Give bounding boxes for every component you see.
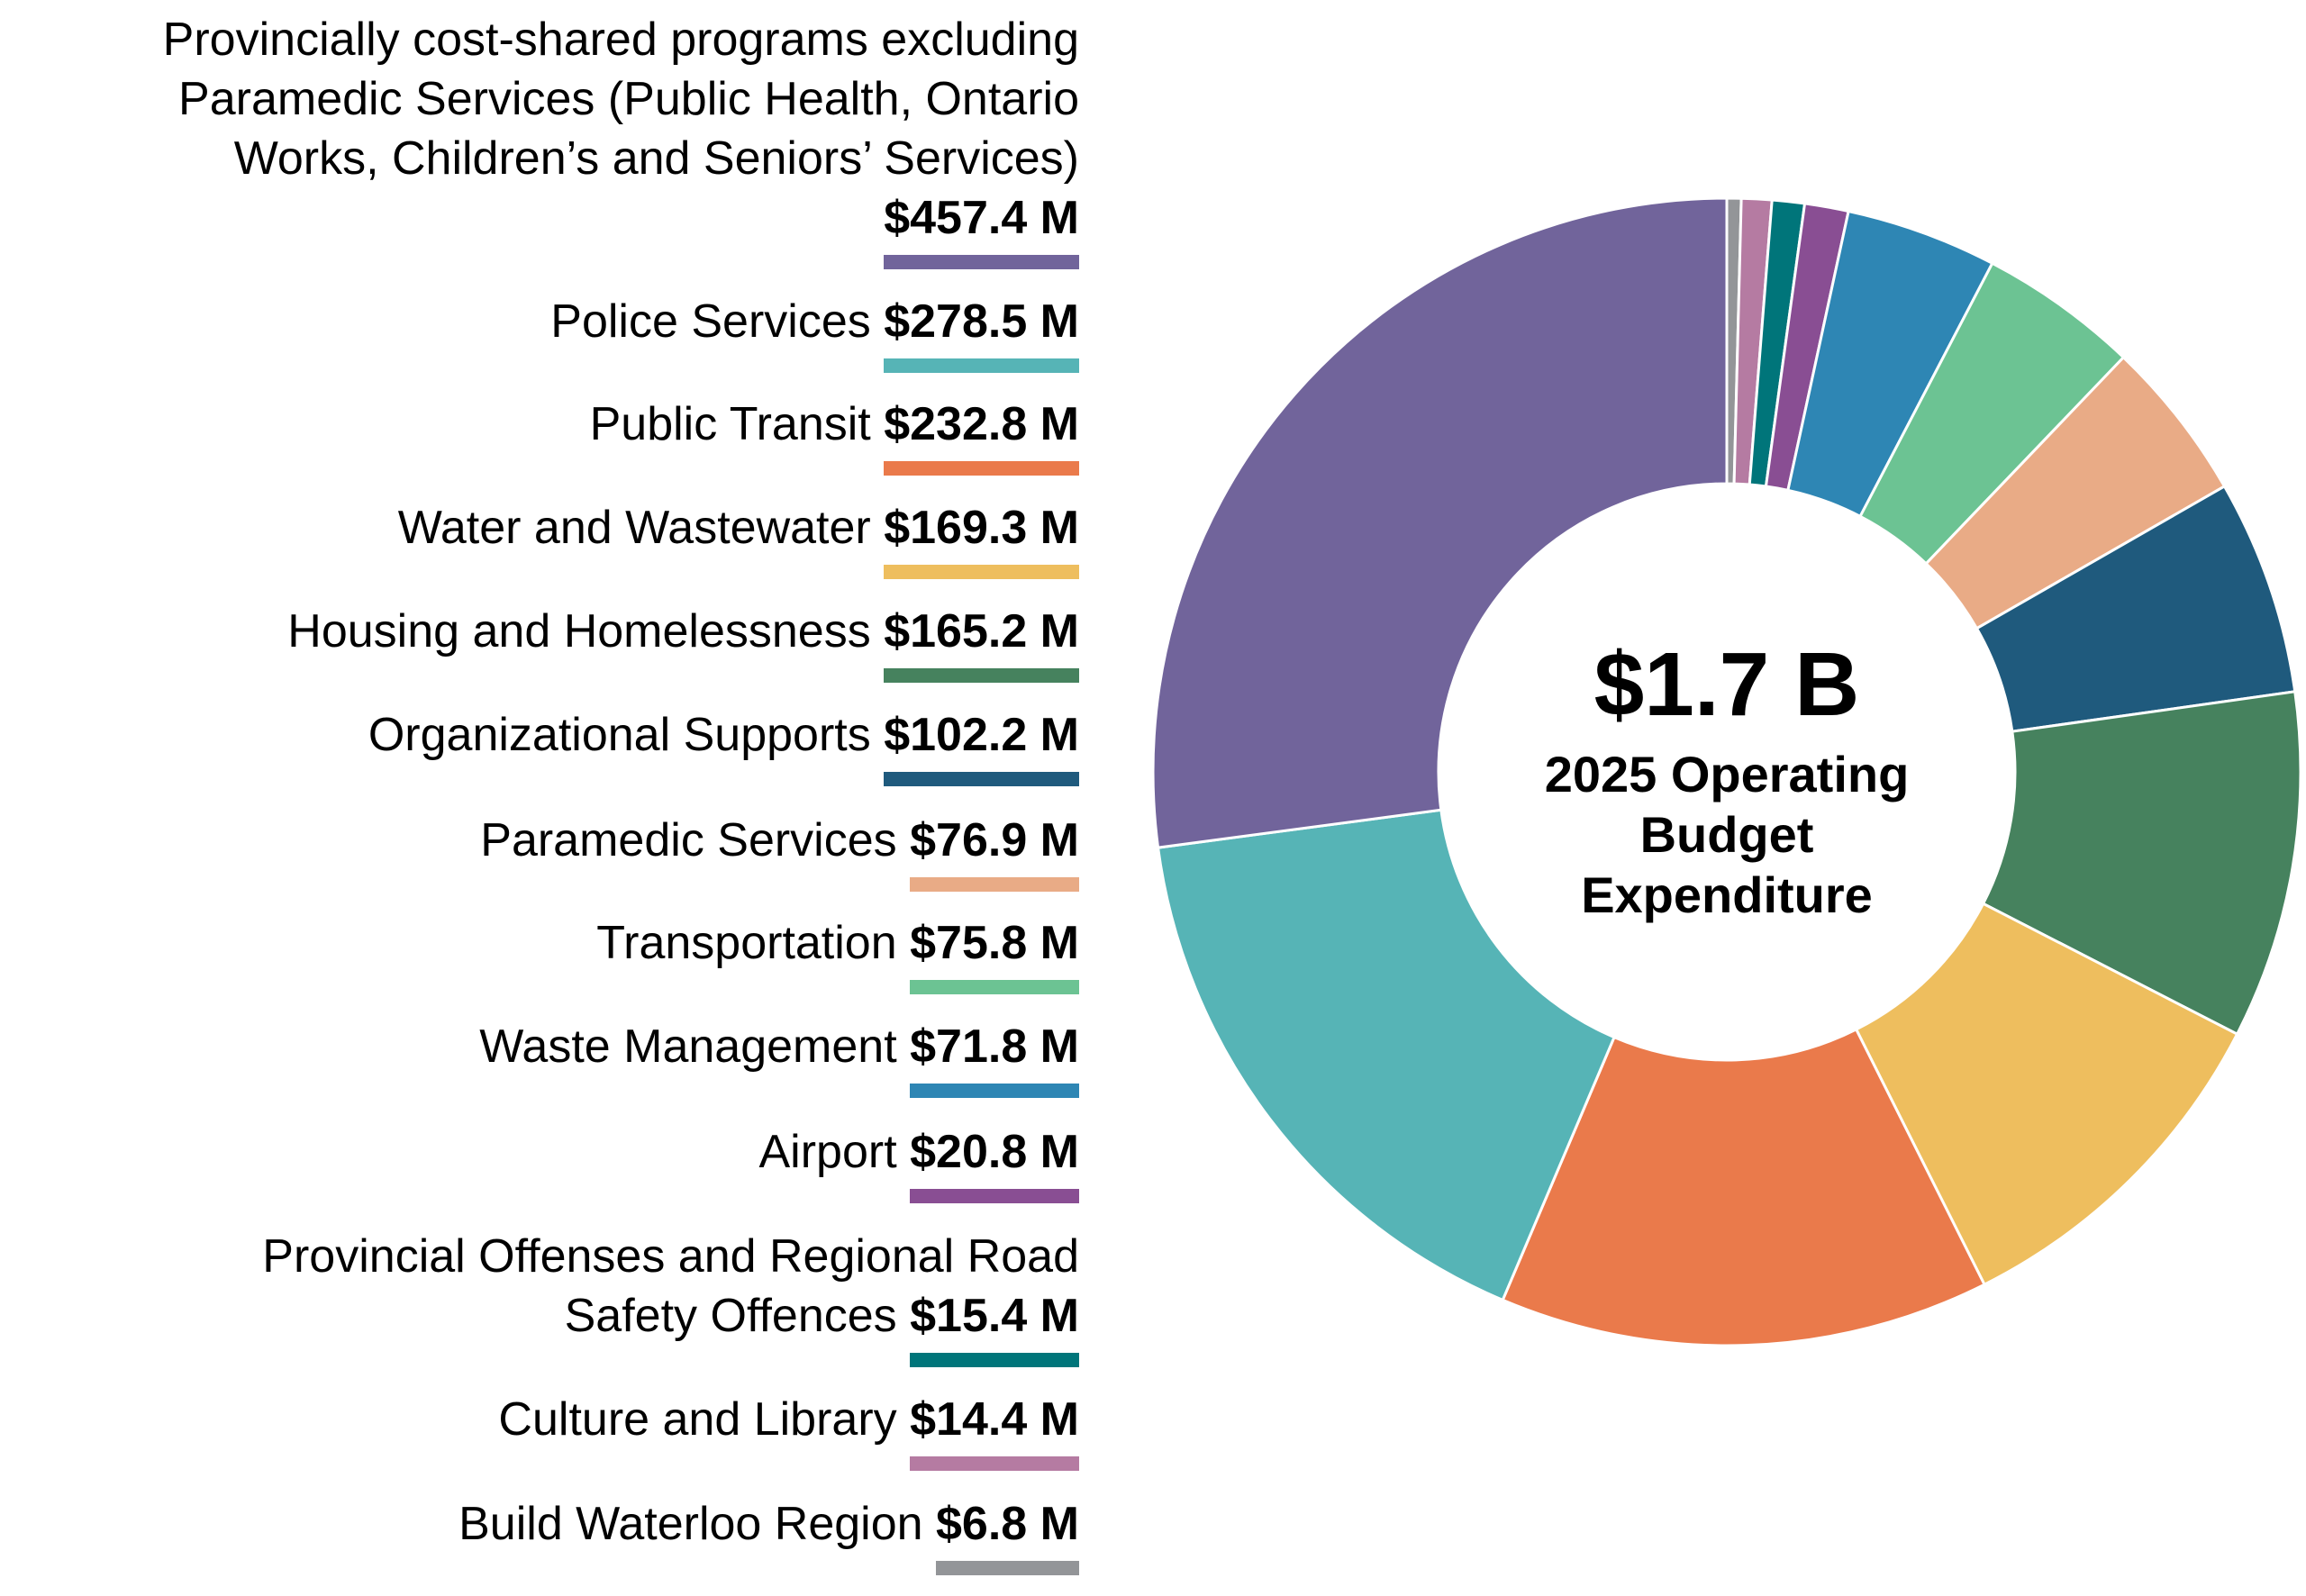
legend-label: Provincially cost-shared programs exclud… — [162, 14, 1079, 185]
legend-value-text: $457.4 M — [884, 192, 1079, 244]
donut-slice — [1854, 902, 2239, 1287]
legend-swatch — [910, 1456, 1079, 1471]
legend-label: Police Services — [550, 295, 885, 348]
legend-value-text: $76.9 M — [910, 814, 1079, 866]
legend-item: Provincially cost-shared programs exclud… — [162, 10, 1079, 269]
legend-value-text: $6.8 M — [936, 1498, 1079, 1550]
legend-label: Organizational Supports — [368, 709, 885, 761]
legend-label: Waste Management — [479, 1020, 911, 1073]
legend-swatch — [884, 461, 1079, 476]
legend-swatch — [910, 877, 1079, 892]
legend-value-text: $165.2 M — [884, 605, 1079, 657]
legend-item: Paramedic Services $76.9 M — [480, 811, 1079, 892]
legend-value-text: $14.4 M — [910, 1393, 1079, 1446]
legend-value: $75.8 M — [910, 913, 1079, 994]
legend-value: $15.4 M — [910, 1286, 1079, 1367]
legend-item: Provincial Offenses and Regional Road Sa… — [262, 1227, 1079, 1367]
legend-value: $278.5 M — [884, 292, 1079, 373]
legend-value-text: $15.4 M — [910, 1290, 1079, 1342]
center-label: 2025 Operating Budget Expenditure — [1544, 746, 1910, 923]
legend-swatch — [884, 668, 1079, 683]
legend-value-text: $71.8 M — [910, 1020, 1079, 1073]
legend-label: Public Transit — [589, 398, 885, 450]
legend-value: $165.2 M — [884, 602, 1079, 683]
legend-label: Housing and Homelessness — [287, 605, 885, 657]
center-total: $1.7 B — [1593, 634, 1860, 735]
legend-value-text: $278.5 M — [884, 295, 1079, 348]
legend-value: $14.4 M — [910, 1390, 1079, 1471]
legend-item: Public Transit $232.8 M — [589, 394, 1079, 476]
legend-value: $169.3 M — [884, 498, 1079, 579]
legend-item: Organizational Supports $102.2 M — [368, 705, 1079, 786]
legend-value-text: $232.8 M — [884, 398, 1079, 450]
legend-value: $20.8 M — [910, 1122, 1079, 1203]
legend-value: $76.9 M — [910, 811, 1079, 892]
legend-item: Transportation $75.8 M — [596, 913, 1079, 994]
legend-item: Culture and Library $14.4 M — [498, 1390, 1079, 1471]
legend-item: Build Waterloo Region $6.8 M — [458, 1494, 1079, 1575]
legend-swatch — [884, 772, 1079, 786]
legend-label: Culture and Library — [498, 1393, 911, 1446]
donut-slice — [1501, 1027, 1987, 1347]
donut-slice — [1981, 690, 2302, 1037]
legend-value-text: $102.2 M — [884, 709, 1079, 761]
legend-value: $102.2 M — [884, 705, 1079, 786]
legend-swatch — [910, 1353, 1079, 1367]
legend-value-text: $169.3 M — [884, 502, 1079, 554]
legend-label: Paramedic Services — [480, 814, 911, 866]
legend-value: $71.8 M — [910, 1017, 1079, 1098]
legend-swatch — [936, 1561, 1079, 1575]
legend-value: $232.8 M — [884, 394, 1079, 476]
legend-value: $6.8 M — [936, 1494, 1079, 1575]
legend-item: Police Services $278.5 M — [550, 292, 1079, 373]
legend-label: Airport — [758, 1126, 911, 1178]
legend-label: Build Waterloo Region — [458, 1498, 937, 1550]
legend-swatch — [884, 358, 1079, 373]
legend-swatch — [910, 980, 1079, 994]
legend-value-text: $75.8 M — [910, 917, 1079, 969]
legend-swatch — [910, 1084, 1079, 1098]
donut-slice — [1156, 808, 1616, 1302]
legend-value-text: $20.8 M — [910, 1126, 1079, 1178]
donut-slice — [1151, 196, 1729, 849]
legend-label: Water and Wastewater — [397, 502, 885, 554]
legend-label: Transportation — [596, 917, 911, 969]
legend-swatch — [884, 255, 1079, 269]
legend-swatch — [910, 1189, 1079, 1203]
legend-swatch — [884, 565, 1079, 579]
legend-item: Airport $20.8 M — [758, 1122, 1079, 1203]
legend-item: Waste Management $71.8 M — [479, 1017, 1079, 1098]
legend-value: $457.4 M — [884, 188, 1079, 269]
legend-label: Provincial Offenses and Regional Road Sa… — [262, 1230, 1079, 1342]
legend-item: Water and Wastewater $169.3 M — [397, 498, 1079, 579]
legend-item: Housing and Homelessness $165.2 M — [287, 602, 1079, 683]
